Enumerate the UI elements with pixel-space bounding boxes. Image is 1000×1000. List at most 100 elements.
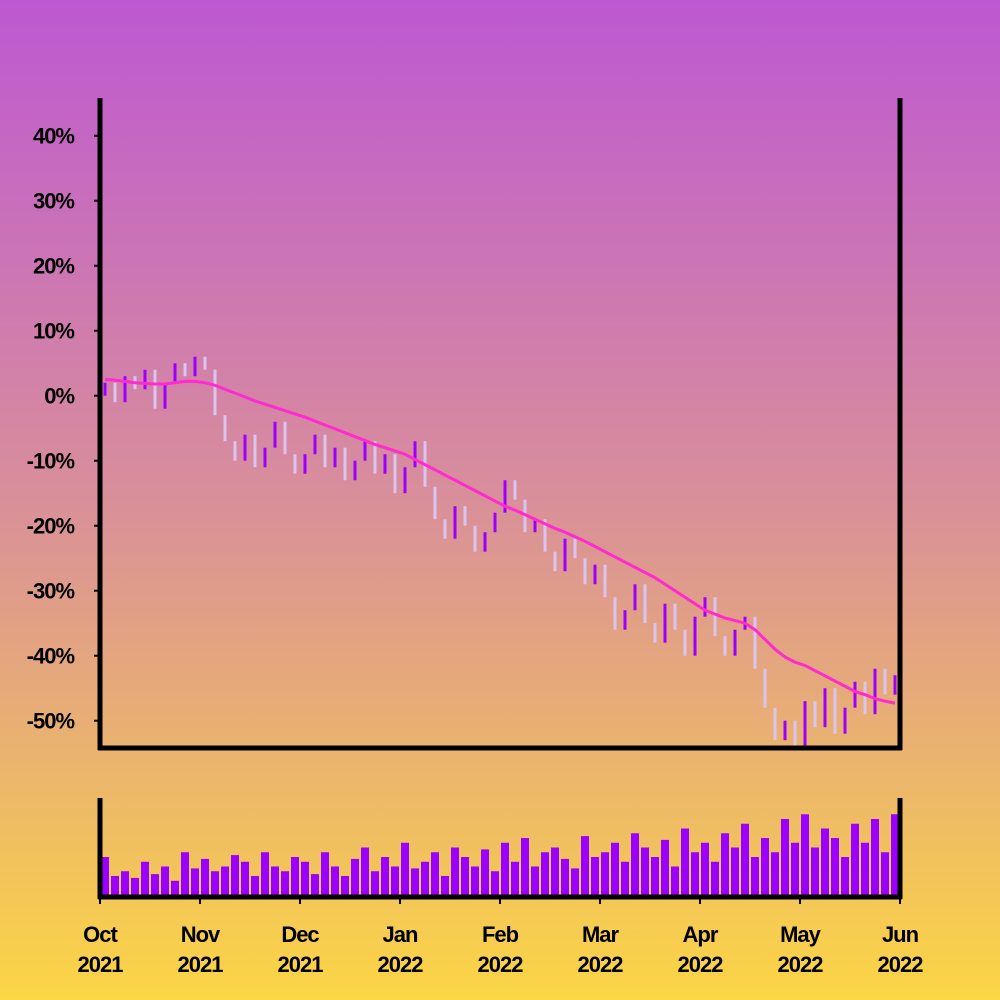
volume-bar	[611, 842, 619, 895]
x-tick-label: Jan 2022	[378, 922, 424, 977]
y-tick-label: 10%	[33, 319, 74, 344]
volume-bar	[391, 866, 399, 895]
volume-bar	[161, 866, 169, 895]
y-tick-label: -50%	[27, 709, 75, 734]
moving-average	[104, 377, 896, 705]
y-tick-label: 20%	[33, 254, 74, 279]
volume-bar	[801, 814, 809, 895]
volume-bar	[171, 880, 179, 895]
volume-bar	[661, 839, 669, 895]
volume-bar	[711, 861, 719, 895]
volume-bar	[791, 842, 799, 895]
x-tick-label: Apr 2022	[678, 922, 724, 977]
volume-bar	[481, 849, 489, 895]
volume-bar	[511, 861, 519, 895]
y-tick-label: -40%	[27, 644, 75, 669]
volume-bar	[331, 866, 339, 895]
volume-bar	[571, 868, 579, 895]
volume-bar	[151, 874, 159, 895]
volume-bar	[101, 857, 109, 895]
volume-bar	[641, 847, 649, 895]
volume-bar	[601, 852, 609, 895]
volume-bar	[471, 866, 479, 895]
volume-bar	[371, 871, 379, 895]
volume-pane	[101, 814, 899, 895]
volume-bar	[411, 868, 419, 895]
volume-bar	[881, 852, 889, 895]
x-tick-label: May 2022	[778, 922, 824, 977]
volume-bar	[861, 842, 869, 895]
volume-bar	[201, 858, 209, 895]
volume-bar	[621, 861, 629, 895]
y-tick-label: -20%	[27, 514, 75, 539]
volume-bar	[561, 858, 569, 895]
volume-bar	[581, 836, 589, 895]
volume-bar	[671, 866, 679, 895]
volume-bar	[541, 852, 549, 895]
x-tick-label: Feb 2022	[478, 922, 524, 977]
volume-bar	[351, 858, 359, 895]
y-tick-label: 0%	[44, 384, 74, 409]
volume-bar	[591, 857, 599, 895]
volume-bar	[691, 852, 699, 895]
volume-bar	[851, 823, 859, 895]
y-tick-label: 30%	[33, 189, 74, 214]
y-tick-label: -30%	[27, 579, 75, 604]
volume-bar	[821, 828, 829, 895]
volume-bar	[461, 857, 469, 895]
volume-bar	[121, 871, 129, 895]
y-tick-label: -10%	[27, 449, 75, 474]
volume-bar	[811, 847, 819, 895]
volume-bar	[631, 833, 639, 895]
volume-bar	[551, 847, 559, 895]
y-tick-label: 40%	[33, 124, 74, 149]
volume-bar	[291, 857, 299, 895]
volume-bar	[131, 877, 139, 895]
volume-bar	[401, 842, 409, 895]
volume-bar	[251, 876, 259, 895]
volume-bar	[891, 814, 899, 895]
volume-bar	[211, 871, 219, 895]
x-tick-label: Jun 2022	[878, 922, 924, 977]
volume-bar	[681, 828, 689, 895]
volume-bar	[341, 876, 349, 895]
volume-bar	[841, 857, 849, 895]
x-tick-label: Mar 2022	[578, 922, 624, 977]
volume-bar	[431, 852, 439, 895]
volume-bar	[501, 842, 509, 895]
volume-bar	[111, 876, 119, 895]
volume-bar	[181, 852, 189, 895]
volume-bar	[491, 871, 499, 895]
volume-bar	[241, 861, 249, 895]
volume-bar	[751, 857, 759, 895]
volume-bar	[281, 871, 289, 895]
x-tick-label: Oct 2021	[78, 922, 124, 977]
volume-bar	[301, 861, 309, 895]
volume-bar	[761, 838, 769, 895]
volume-bar	[521, 838, 529, 895]
volume-bar	[871, 819, 879, 895]
volume-bar	[831, 838, 839, 895]
volume-bar	[771, 852, 779, 895]
volume-bar	[381, 857, 389, 895]
volume-bar	[231, 855, 239, 895]
x-tick-label: Dec 2021	[278, 922, 324, 977]
price-pane	[103, 356, 897, 747]
volume-bar	[141, 861, 149, 895]
volume-bar	[451, 847, 459, 895]
volume-bar	[191, 868, 199, 895]
volume-bar	[651, 857, 659, 895]
volume-bar	[731, 847, 739, 895]
volume-bar	[721, 833, 729, 895]
volume-bar	[741, 823, 749, 895]
x-tick-label: Nov 2021	[178, 922, 224, 977]
volume-bar	[361, 847, 369, 895]
volume-bar	[311, 874, 319, 895]
volume-bar	[701, 842, 709, 895]
volume-bar	[221, 866, 229, 895]
volume-bar	[781, 819, 789, 895]
volume-bar	[531, 866, 539, 895]
